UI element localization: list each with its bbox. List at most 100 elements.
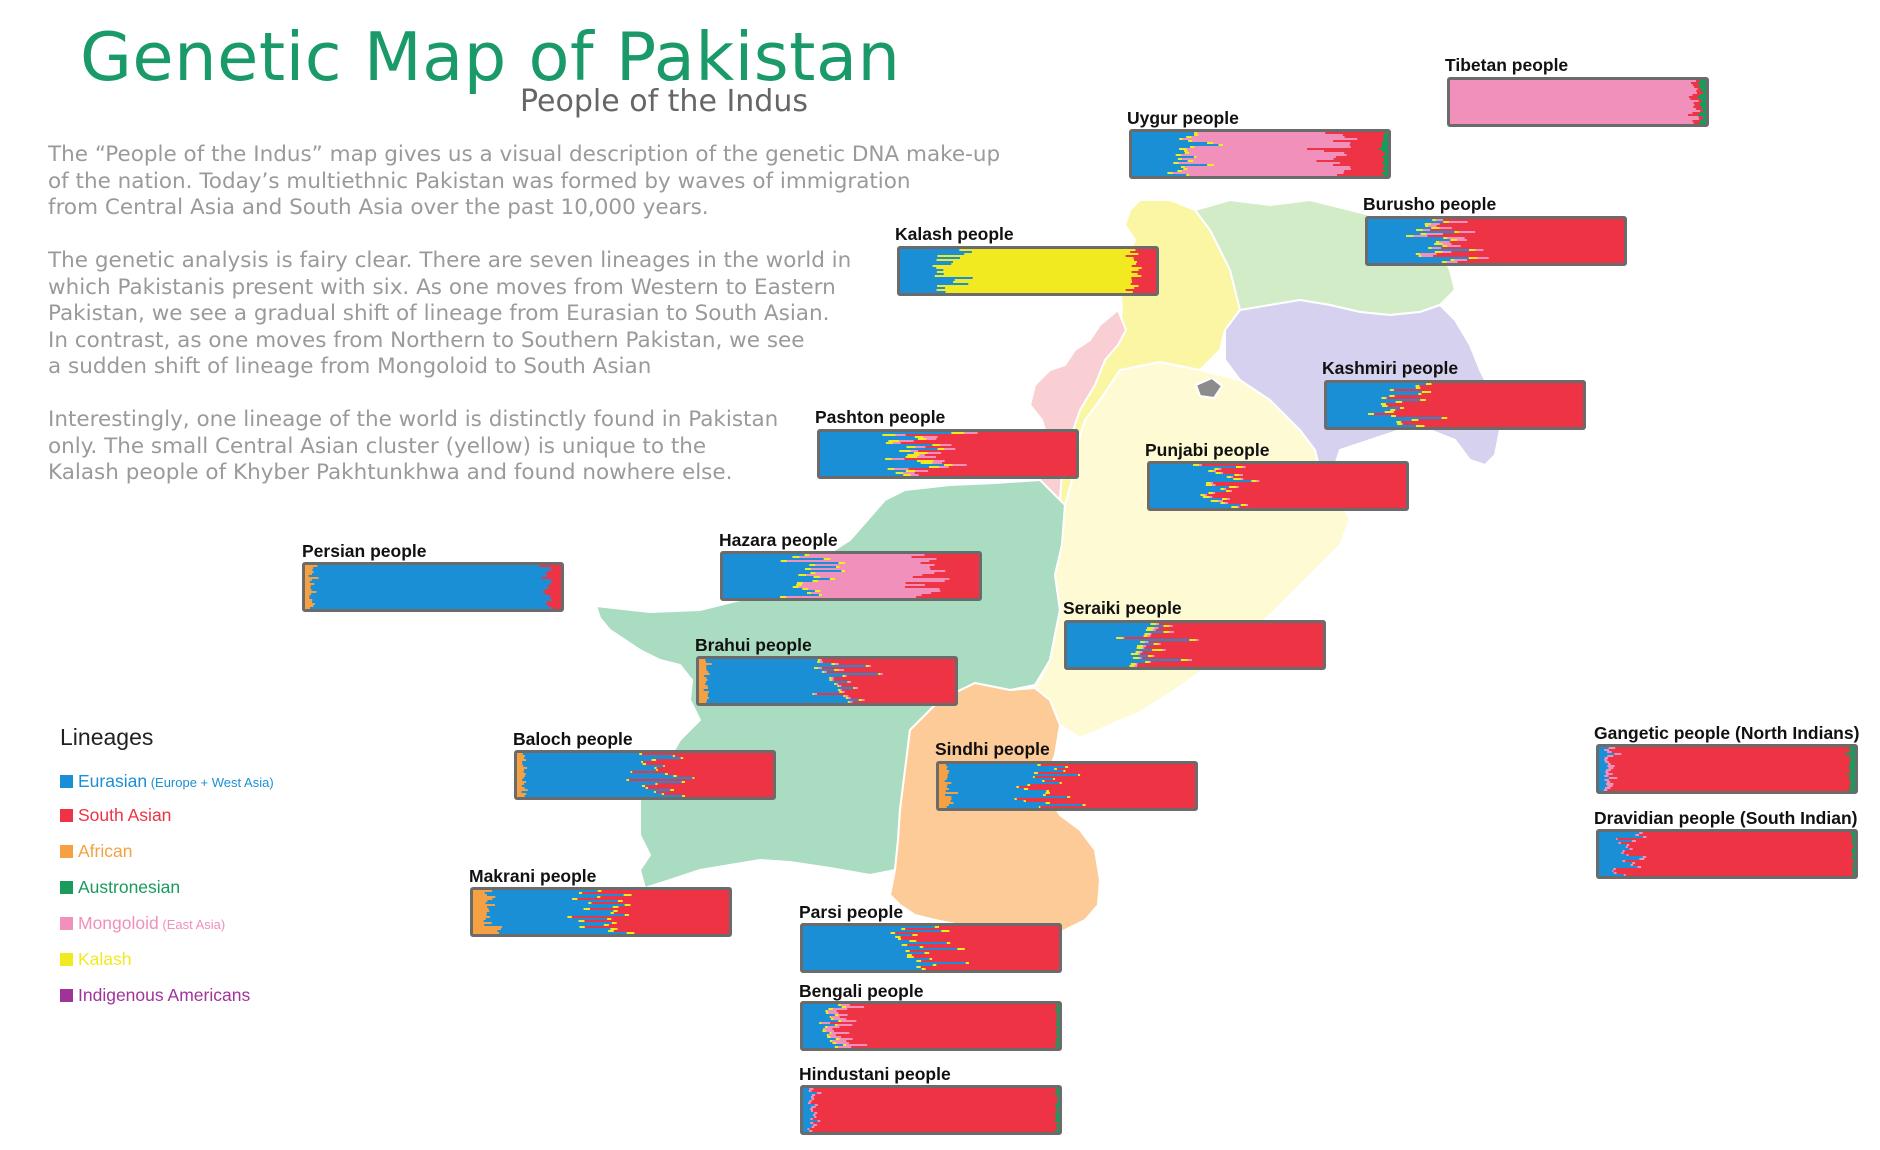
ancestry-segment-african <box>699 667 707 670</box>
ancestry-segment-mongoloid <box>1143 645 1147 648</box>
ancestry-segment-kalash <box>924 952 930 955</box>
ancestry-segment-mongoloid <box>1181 154 1347 157</box>
ancestry-segment-austronesian <box>1848 789 1855 791</box>
ancestry-segment-kalash <box>829 679 832 682</box>
ancestry-segment-eurasian <box>723 582 798 585</box>
ancestry-segment-eurasian <box>500 928 611 931</box>
ancestry-segment-austronesian <box>1850 775 1855 778</box>
ancestry-segment-eurasian <box>803 1030 823 1033</box>
ancestry-segment-african <box>939 806 948 808</box>
ancestry-segment-south_asian <box>1610 787 1852 790</box>
ancestry-segment-kalash <box>936 259 1135 262</box>
ancestry-segment-african <box>305 607 311 609</box>
ancestry-segment-african <box>473 890 493 893</box>
ancestry-segment-south_asian <box>1692 94 1701 97</box>
ancestry-segment-eurasian <box>1599 866 1638 869</box>
ancestry-segment-eurasian <box>705 681 848 684</box>
ancestry-segment-eurasian <box>527 767 655 770</box>
ancestry-segment-eurasian <box>900 283 969 286</box>
ancestry-segment-austronesian <box>1850 779 1855 782</box>
ancestry-segment-eurasian <box>723 564 810 567</box>
ancestry-segment-eurasian <box>1132 156 1195 159</box>
ancestry-segment-african <box>305 591 317 594</box>
ancestry-segment-south_asian <box>847 1014 1058 1017</box>
ancestry-segment-eurasian <box>521 791 655 794</box>
ancestry-segment-south_asian <box>656 759 773 762</box>
ancestry-segment-austronesian <box>1852 866 1855 869</box>
ancestry-segment-eurasian <box>523 771 631 774</box>
ancestry-segment-eurasian <box>1368 223 1426 226</box>
ancestry-segment-south_asian <box>1158 627 1323 630</box>
ancestry-segment-kalash <box>845 697 849 700</box>
ancestry-segment-kalash <box>946 942 951 945</box>
ancestry-segment-south_asian <box>1620 842 1853 845</box>
ancestry-segment-eurasian <box>820 460 918 463</box>
ancestry-segment-south_asian <box>924 454 1076 457</box>
ancestry-segment-south_asian <box>685 795 773 797</box>
ancestry-segment-eurasian <box>705 661 818 664</box>
ancestry-segment-eurasian <box>1132 154 1176 157</box>
ancestry-segment-south_asian <box>1608 757 1850 760</box>
ancestry-segment-mongoloid <box>809 1088 814 1091</box>
ancestry-segment-south_asian <box>1140 653 1323 656</box>
ancestry-segment-south_asian <box>908 468 1076 471</box>
ancestry-segment-eurasian <box>1067 627 1148 630</box>
ancestry-segment-south_asian <box>571 916 729 919</box>
ancestry-segment-african <box>473 930 498 933</box>
ancestry-segment-kalash <box>934 926 940 929</box>
ancestry-segment-african <box>517 767 528 770</box>
ancestry-segment-austronesian <box>1700 102 1706 105</box>
label-gangetic-people-north-indians: Gangetic people (North Indians) <box>1594 723 1860 743</box>
ancestry-segment-kalash <box>588 902 592 905</box>
ancestry-segment-mongoloid <box>828 1034 837 1037</box>
ancestry-segment-south_asian <box>1609 749 1852 752</box>
ancestry-segment-eurasian <box>803 1098 812 1101</box>
ancestry-segment-african <box>305 565 318 568</box>
ancestry-segment-south_asian <box>826 671 955 674</box>
legend-swatch <box>60 845 73 858</box>
ancestry-segment-kalash <box>901 928 906 931</box>
ancestry-segment-kalash <box>1206 482 1212 485</box>
ancestry-segment-south_asian <box>617 928 729 931</box>
ancestry-segment-austronesian <box>1699 80 1706 83</box>
ancestry-segment-mongoloid <box>1447 245 1462 248</box>
ancestry-segment-mongoloid <box>1450 90 1697 93</box>
ancestry-segment-austronesian <box>1055 1130 1059 1132</box>
ancestry-segment-south_asian <box>817 1112 1056 1115</box>
ancestry-segment-eurasian <box>803 1100 810 1103</box>
ancestry-segment-south_asian <box>1172 625 1323 628</box>
ancestry-segment-austronesian <box>1381 144 1388 147</box>
ancestry-segment-kalash <box>641 761 644 764</box>
ancestry-segment-kalash <box>1411 419 1419 422</box>
ancestry-segment-south_asian <box>1056 768 1195 771</box>
ancestry-segment-eurasian <box>723 586 793 589</box>
ancestry-segment-eurasian <box>803 1034 828 1037</box>
ancestry-segment-mongoloid <box>1626 844 1630 847</box>
ancestry-segment-mongoloid <box>824 1028 833 1031</box>
ancestry-segment-mongoloid <box>1149 633 1152 636</box>
legend-item-african: African <box>60 841 132 862</box>
ancestry-segment-mongoloid <box>1213 142 1351 145</box>
ancestry-segment-south_asian <box>913 440 1076 443</box>
ancestry-segment-eurasian <box>900 281 954 284</box>
ancestry-segment-kalash <box>1450 259 1455 262</box>
ancestry-segment-eurasian <box>705 683 835 686</box>
ancestry-segment-eurasian <box>313 605 549 608</box>
ancestry-segment-mongoloid <box>818 667 823 670</box>
ancestry-segment-eurasian <box>900 289 937 292</box>
ancestry-segment-south_asian <box>1229 498 1406 501</box>
ancestry-segment-african <box>305 583 315 586</box>
ancestry-segment-kalash <box>838 1020 842 1023</box>
ancestry-segment-kalash <box>1425 383 1432 386</box>
ancestry-segment-south_asian <box>1635 862 1854 865</box>
ancestry-segment-eurasian <box>1599 773 1607 776</box>
ancestry-segment-eurasian <box>803 944 902 947</box>
ancestry-segment-mongoloid <box>845 562 921 565</box>
ancestry-segment-south_asian <box>1614 765 1850 768</box>
ancestry-segment-mongoloid <box>1622 850 1625 853</box>
ancestry-segment-mongoloid <box>1450 98 1691 101</box>
ancestry-segment-south_asian <box>849 1004 1058 1007</box>
ancestry-segment-mongoloid <box>1605 761 1610 764</box>
ancestry-segment-austronesian <box>1056 1126 1059 1129</box>
ancestry-segment-mongoloid <box>1604 787 1611 790</box>
